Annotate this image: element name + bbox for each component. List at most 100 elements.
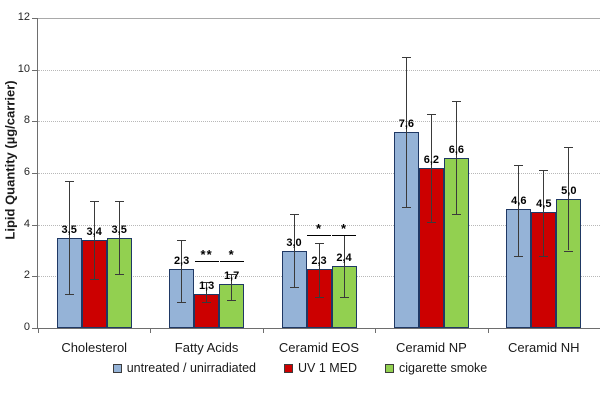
data-label: 7,6	[398, 117, 415, 130]
significance-marker: *	[307, 220, 331, 237]
legend-item: untreated / unirradiated	[112, 361, 256, 375]
error-bar-cap-bottom	[64, 294, 74, 296]
legend-item: UV 1 MED	[283, 361, 358, 375]
legend-label: cigarette smoke	[399, 361, 488, 375]
data-label: 3,0	[286, 236, 302, 249]
error-bar-cap-bottom	[227, 299, 237, 301]
data-label: 1,7	[223, 270, 240, 283]
error-bar-cap-bottom	[177, 302, 187, 304]
bar-cigarette-smoke	[556, 198, 582, 328]
category-label: Ceramid NP	[395, 340, 467, 355]
error-bar	[181, 240, 183, 303]
category-label: Ceramid EOS	[278, 340, 360, 355]
error-bar-cap-bottom	[89, 278, 99, 280]
data-label: 4,6	[511, 195, 527, 208]
error-bar-cap-bottom	[539, 255, 549, 257]
error-bar	[293, 214, 295, 287]
error-bar	[543, 170, 545, 256]
error-bar-cap-bottom	[401, 206, 411, 208]
category-label: Fatty Acids	[174, 340, 239, 355]
x-tick	[262, 329, 264, 333]
x-tick	[150, 329, 152, 333]
error-bar-cap-top	[89, 201, 99, 203]
error-bar-cap-top	[314, 242, 324, 244]
x-tick	[375, 329, 377, 333]
y-tick	[32, 173, 37, 174]
error-bar	[118, 201, 120, 274]
error-bar-cap-top	[564, 147, 574, 149]
error-bar-cap-bottom	[114, 273, 124, 275]
y-axis-line	[37, 18, 38, 329]
significance-marker: *	[219, 246, 244, 263]
significance-marker: *	[332, 220, 356, 237]
error-bar-cap-bottom	[564, 250, 574, 252]
error-bar-cap-bottom	[289, 286, 299, 288]
error-bar-cap-bottom	[514, 255, 524, 257]
data-label: 2,3	[173, 254, 190, 267]
error-bar-cap-top	[64, 180, 74, 182]
legend-item: cigarette smoke	[385, 361, 487, 375]
error-bar	[518, 165, 520, 256]
error-bar	[455, 100, 457, 215]
gridline	[38, 69, 600, 71]
y-tick	[32, 18, 37, 19]
error-bar	[93, 201, 95, 279]
x-tick	[38, 329, 39, 333]
error-bar-cap-top	[114, 201, 124, 203]
y-tick-label: 12	[17, 11, 30, 23]
gridline	[38, 224, 600, 226]
error-bar-cap-top	[289, 214, 299, 216]
error-bar-cap-bottom	[426, 222, 436, 224]
legend: untreated / unirradiated UV 1 MED cigarett…	[0, 361, 600, 375]
error-bar-cap-bottom	[202, 302, 212, 304]
y-tick	[32, 276, 37, 278]
y-tick-label: 0	[23, 321, 30, 333]
y-tick-label: 4	[23, 217, 30, 230]
error-bar-cap-top	[514, 165, 524, 167]
legend-label: untreated / unirradiated	[126, 361, 256, 375]
data-label: 3,4	[86, 226, 102, 239]
data-label: 1,3	[198, 280, 215, 293]
data-label: 6,2	[423, 153, 440, 166]
legend-swatch	[283, 363, 293, 373]
error-bar-cap-top	[426, 113, 436, 115]
plot-area: 0 2 4 6 8 10 12 Cholesterol Fatty Acids Ceramid E…	[18, 11, 600, 355]
error-bar-cap-top	[539, 170, 549, 172]
y-tick-label: 2	[23, 269, 30, 282]
error-bar	[231, 273, 233, 300]
error-bar	[405, 56, 407, 207]
y-tick	[32, 69, 37, 71]
gridline	[38, 173, 600, 174]
error-bar-cap-top	[451, 100, 461, 102]
data-label: 5,0	[561, 184, 577, 197]
plot-top-border	[38, 18, 600, 19]
error-bar-cap-top	[227, 273, 237, 275]
error-bar	[343, 235, 345, 297]
significance-marker: **	[194, 246, 219, 263]
y-tick-label: 6	[23, 166, 30, 178]
y-tick-label: 8	[23, 114, 30, 127]
legend-label: UV 1 MED	[297, 361, 358, 375]
error-bar	[206, 281, 208, 303]
legend-swatch	[112, 363, 122, 373]
error-bar-cap-top	[202, 281, 212, 283]
legend-swatch	[385, 363, 395, 373]
error-bar-cap-top	[401, 56, 411, 58]
error-bar-cap-bottom	[451, 214, 461, 216]
error-bar	[68, 180, 70, 295]
y-axis-title: Lipid Quantity (µg/carrier)	[2, 80, 18, 240]
error-bar	[430, 113, 432, 223]
x-tick	[487, 329, 489, 333]
y-tick	[32, 224, 37, 226]
error-bar-cap-bottom	[339, 297, 349, 298]
data-label: 3,5	[61, 223, 77, 236]
category-label: Ceramid NH	[508, 340, 580, 355]
gridline	[38, 121, 600, 123]
data-label: 3,5	[111, 223, 127, 236]
data-label: 2,3	[311, 254, 327, 267]
y-tick-label: 10	[17, 62, 30, 75]
error-bar	[318, 242, 320, 297]
y-tick	[32, 328, 37, 329]
error-bar-cap-top	[177, 240, 187, 242]
